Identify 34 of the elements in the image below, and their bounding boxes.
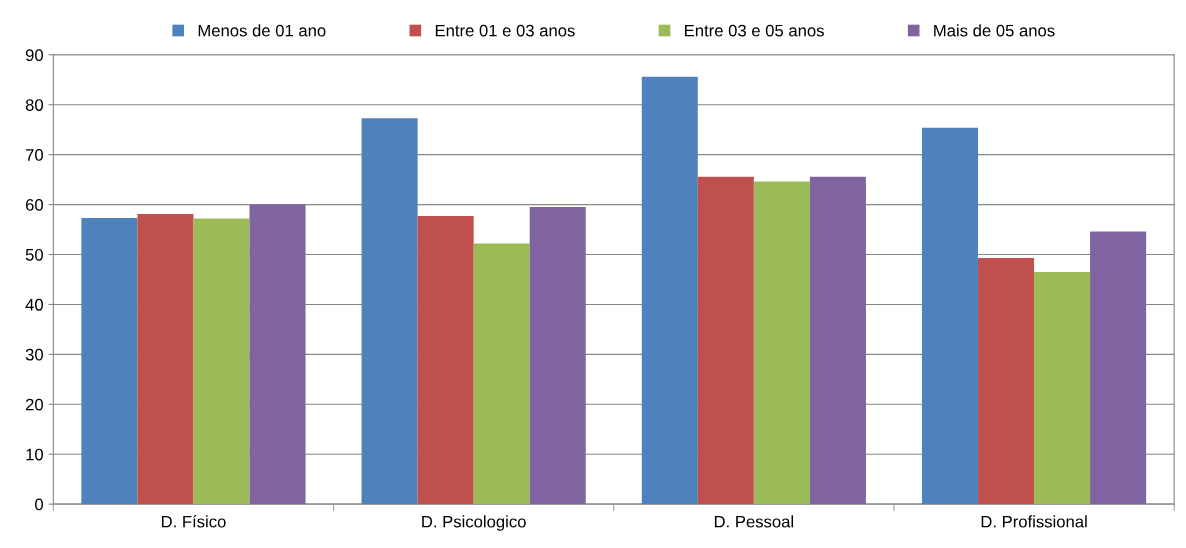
bar xyxy=(641,76,698,505)
bar xyxy=(137,214,194,505)
bar xyxy=(529,207,586,505)
y-tick-label: 50 xyxy=(25,248,43,261)
bar xyxy=(1090,231,1147,505)
y-tick-label: 30 xyxy=(25,348,43,361)
x-tick-label: D. Profissional xyxy=(981,515,1087,528)
legend-label: Mais de 05 anos xyxy=(934,24,1055,37)
bar xyxy=(809,176,866,505)
y-tick-label: 60 xyxy=(25,198,43,211)
y-tick-label: 20 xyxy=(25,398,43,411)
bar xyxy=(697,176,754,505)
legend-label: Menos de 01 ano xyxy=(198,24,326,37)
y-tick-label: 40 xyxy=(25,298,43,311)
bar xyxy=(1034,271,1091,505)
bar xyxy=(81,218,138,505)
x-tick-label: D. Físico xyxy=(161,515,226,528)
x-tick-label: D. Pessoal xyxy=(714,515,794,528)
bar xyxy=(473,243,530,505)
bar xyxy=(753,181,810,505)
bar xyxy=(193,218,250,505)
bar xyxy=(361,118,418,505)
x-tick-label: D. Psicologico xyxy=(422,515,526,531)
legend-label: Entre 01 e 03 anos xyxy=(435,24,575,37)
y-tick-label: 90 xyxy=(25,49,43,61)
y-tick-label: 0 xyxy=(35,498,43,511)
legend-label: Entre 03 e 05 anos xyxy=(685,24,824,37)
y-tick-label: 70 xyxy=(25,149,43,161)
y-tick-label: 80 xyxy=(25,99,43,111)
bar xyxy=(921,127,979,505)
bar xyxy=(417,216,474,505)
bar xyxy=(978,258,1035,505)
y-tick-label: 10 xyxy=(26,448,43,461)
bar xyxy=(249,204,306,505)
